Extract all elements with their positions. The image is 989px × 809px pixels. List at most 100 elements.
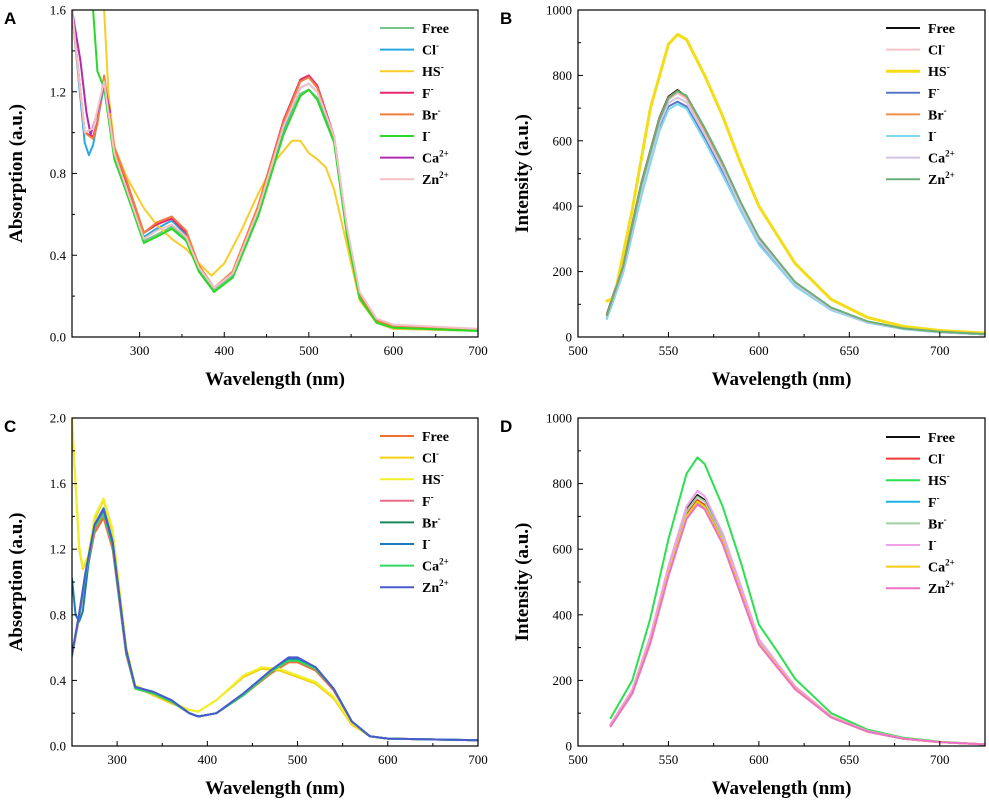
legend-label: I- [928, 127, 936, 145]
legend-label: Cl- [928, 450, 945, 468]
legend-label: HS- [928, 471, 950, 489]
y-tick-label: 1.6 [50, 3, 67, 18]
y-tick-label: 800 [553, 68, 573, 83]
y-tick-label: 600 [553, 542, 573, 557]
series-line-br [609, 495, 985, 746]
legend-label: F- [928, 493, 940, 511]
plot-frame [577, 417, 986, 747]
legend-label: F- [928, 84, 940, 102]
plot-frame [71, 9, 479, 338]
panel-letter: A [4, 9, 16, 28]
legend-label: Br- [422, 105, 441, 123]
legend-label: Zn2+ [422, 578, 449, 596]
x-tick-label: 400 [215, 343, 235, 358]
series-line-i [92, 10, 478, 332]
y-tick-label: 400 [553, 199, 573, 214]
series-line-i [72, 507, 478, 742]
series-line-ca2 [72, 512, 478, 742]
x-tick-label: 550 [659, 343, 679, 358]
x-tick-label: 500 [288, 752, 308, 767]
legend-label: I- [422, 535, 430, 553]
x-tick-label: 300 [107, 752, 127, 767]
legend-label: Cl- [422, 449, 439, 467]
series-line-cl [72, 10, 478, 332]
legend-label: HS- [422, 470, 444, 488]
series-line-zn2 [605, 90, 985, 336]
y-tick-label: 400 [553, 607, 573, 622]
series-line-free [609, 494, 985, 746]
legend-label: F- [422, 492, 434, 510]
legend-label: Ca2+ [422, 557, 449, 575]
y-axis-label: Absorption (a.u.) [6, 104, 27, 243]
y-tick-label: 1.6 [50, 476, 67, 491]
y-tick-label: 1000 [546, 3, 572, 18]
series-group [72, 10, 478, 332]
legend-label: Br- [928, 105, 947, 123]
panel-letter: D [500, 417, 512, 436]
y-tick-label: 0 [566, 330, 573, 345]
panel-letter: B [500, 9, 512, 28]
legend: Free Cl- HS- F- Br- I- Ca2+ Zn2+ [380, 22, 449, 188]
y-axis-label: Intensity (a.u.) [512, 114, 533, 233]
y-tick-label: 0.4 [50, 248, 67, 263]
y-tick-label: 0.8 [50, 166, 66, 181]
series-line-cl [609, 499, 985, 746]
x-tick-label: 700 [930, 343, 950, 358]
x-tick-label: 400 [198, 752, 218, 767]
series-line-hs [605, 33, 985, 335]
legend-label: F- [422, 84, 434, 102]
x-tick-label: 600 [749, 752, 769, 767]
series-line-f [72, 10, 478, 331]
series-line-cl [72, 420, 478, 742]
x-tick-label: 650 [840, 343, 860, 358]
panel-letter: C [4, 417, 16, 436]
x-tick-label: 500 [299, 343, 319, 358]
legend-label: Cl- [928, 41, 945, 59]
series-line-br [605, 90, 985, 336]
x-tick-label: 600 [749, 343, 769, 358]
legend: Free Cl- HS- F- Br- I- Ca2+ Zn2+ [380, 430, 449, 596]
y-tick-label: 600 [553, 133, 573, 148]
y-tick-label: 800 [553, 476, 573, 491]
legend-label: Free [928, 22, 955, 37]
legend-label: Zn2+ [928, 170, 955, 188]
series-group [605, 33, 985, 336]
panel-b: B 500 550 600 650 700 0 200 400 600 800 1000 Wavelen… [500, 3, 986, 390]
legend-label: Zn2+ [422, 170, 449, 188]
legend: Free Cl- HS- F- Br- I- Ca2+ Zn2+ [886, 431, 955, 597]
legend-label: Cl- [422, 41, 439, 59]
series-line-zn2 [609, 503, 985, 746]
legend-label: Ca2+ [928, 558, 955, 576]
series-line-zn2 [72, 10, 478, 330]
series-line-hs [609, 456, 985, 746]
series-line-free [72, 10, 478, 331]
x-tick-label: 550 [659, 752, 679, 767]
y-tick-label: 0.8 [50, 607, 66, 622]
x-tick-label: 600 [384, 343, 404, 358]
legend-label: Ca2+ [928, 149, 955, 167]
series-line-br [72, 10, 478, 331]
legend-label: Free [422, 430, 449, 445]
y-tick-label: 0.4 [50, 673, 67, 688]
series-line-hs [103, 10, 478, 332]
series-group [609, 456, 985, 746]
y-tick-label: 0 [566, 739, 573, 754]
y-tick-label: 0.0 [50, 739, 66, 754]
y-tick-label: 2.0 [50, 411, 66, 426]
series-line-br [72, 510, 478, 742]
legend-label: Zn2+ [928, 579, 955, 597]
x-tick-label: 700 [468, 343, 488, 358]
legend-label: Ca2+ [422, 149, 449, 167]
x-tick-label: 500 [568, 343, 588, 358]
x-axis-label: Wavelength (nm) [205, 369, 345, 390]
legend: Free Cl- HS- F- Br- I- Ca2+ Zn2+ [886, 22, 955, 188]
y-axis-label: Absorption (a.u.) [6, 513, 27, 652]
legend-label: Free [422, 22, 449, 37]
y-tick-label: 1000 [546, 411, 572, 426]
y-axis-label: Intensity (a.u.) [512, 523, 533, 642]
y-tick-label: 0.0 [50, 330, 66, 345]
panel-a: A 300 400 500 600 700 0.0 0.4 0.8 1.2 1.6 Wavelengt… [4, 3, 488, 391]
x-tick-label: 700 [468, 752, 488, 767]
y-tick-label: 1.2 [50, 542, 66, 557]
